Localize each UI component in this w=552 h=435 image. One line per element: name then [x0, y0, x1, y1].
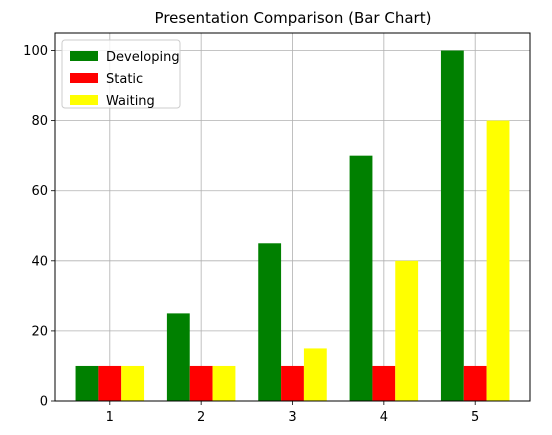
legend-label-waiting: Waiting [106, 94, 155, 109]
bar-static-2 [189, 365, 213, 401]
x-tick-label: 1 [106, 410, 114, 425]
bar-developing-2 [166, 313, 190, 401]
bar-developing-4 [349, 155, 373, 401]
y-axis: 0 20 40 60 80 100 [23, 44, 55, 410]
bar-developing-1 [75, 365, 99, 401]
legend: Developing Static Waiting [61, 39, 181, 109]
legend-label-static: Static [106, 72, 143, 87]
y-tick-label: 100 [23, 44, 48, 59]
bar-developing-5 [440, 50, 464, 402]
y-tick-label: 40 [31, 254, 48, 269]
bar-waiting-4 [395, 260, 419, 401]
legend-label-developing: Developing [106, 50, 180, 65]
bar-waiting-1 [121, 365, 145, 401]
bar-static-5 [463, 365, 487, 401]
x-tick-label: 5 [471, 410, 479, 425]
y-tick-label: 0 [40, 395, 48, 410]
x-tick-label: 2 [197, 410, 205, 425]
bar-static-3 [281, 365, 304, 401]
bar-static-1 [98, 365, 122, 401]
bar-waiting-3 [303, 348, 327, 401]
legend-swatch-waiting [70, 95, 98, 105]
chart-title: Presentation Comparison (Bar Chart) [155, 9, 432, 27]
bar-developing-3 [258, 243, 282, 401]
x-tick-label: 4 [380, 410, 388, 425]
x-axis: 1 2 3 4 5 [106, 401, 479, 425]
legend-swatch-static [70, 73, 98, 83]
bar-waiting-2 [212, 365, 236, 401]
x-tick-label: 3 [288, 410, 296, 425]
bars-layer [75, 50, 510, 402]
y-tick-label: 20 [31, 324, 48, 339]
y-tick-label: 60 [31, 184, 48, 199]
y-tick-label: 80 [31, 114, 48, 129]
legend-swatch-developing [70, 51, 98, 61]
bar-waiting-5 [486, 120, 510, 401]
bar-static-4 [372, 365, 396, 401]
